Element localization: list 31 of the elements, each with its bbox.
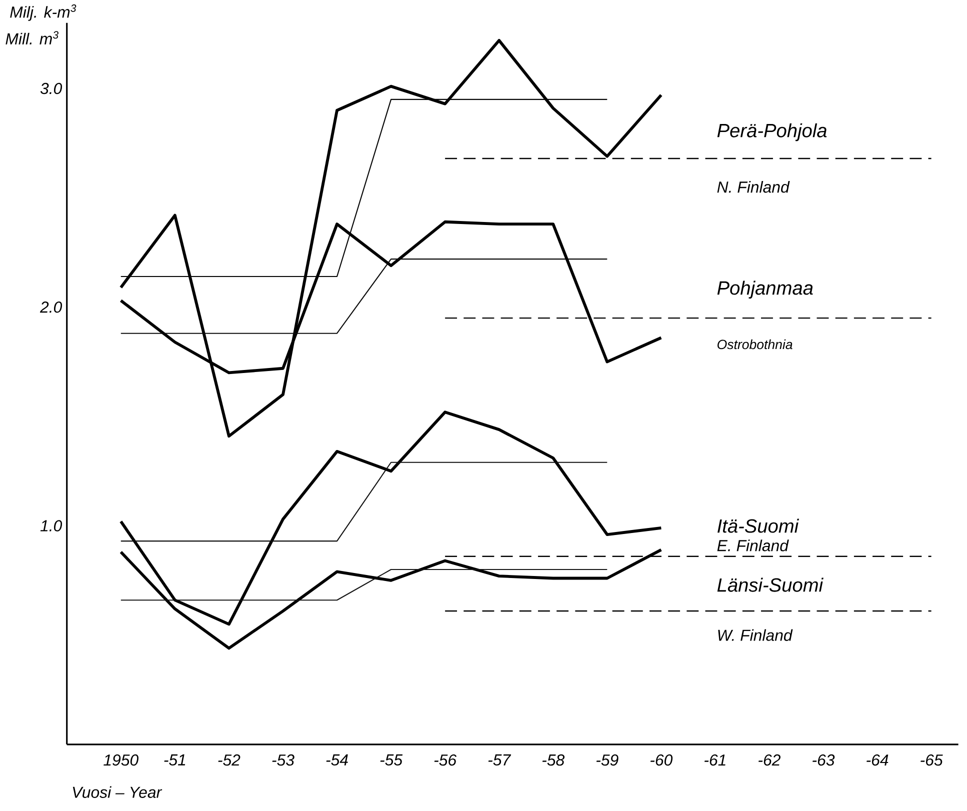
line-series [119, 410, 663, 626]
annotation: E. Finland [717, 540, 789, 552]
x-tick-label: -54 [326, 754, 348, 766]
annotation: N. Finland [717, 181, 790, 193]
x-tick-label: -60 [650, 754, 673, 766]
x-tick-label: -64 [866, 754, 888, 766]
y-tick-label: 3.0 [40, 83, 62, 94]
annotation: Ostrobothnia [718, 340, 792, 350]
x-tick-label: 1950 [104, 754, 138, 766]
x-axis-title: Vuosi – Year [72, 786, 162, 798]
y-tick-label: 2.0 [40, 302, 62, 314]
annotation: Pohjanmaa [717, 280, 813, 299]
x-tick-label: -57 [488, 754, 512, 766]
annotation: Länsi-Suomi [717, 578, 824, 592]
y-tick-label: 1.0 [40, 520, 62, 532]
x-tick-label: -59 [596, 754, 618, 766]
x-tick-label: -52 [218, 754, 240, 766]
x-tick-label: -58 [542, 754, 565, 766]
x-tick-label: -61 [704, 754, 726, 766]
annotation: Itä-Suomi [718, 519, 800, 534]
annotation: W. Finland [718, 629, 793, 642]
x-tick-label: -65 [920, 754, 943, 766]
text: Mill. m$^{3}$ [6, 31, 58, 45]
annotation: Perä-Pohjola [717, 124, 827, 142]
x-tick-label: -56 [434, 754, 457, 766]
x-tick-label: -62 [758, 754, 780, 766]
x-tick-label: -51 [164, 754, 186, 766]
x-tick-label: -63 [812, 754, 835, 766]
x-tick-label: -55 [380, 754, 403, 766]
y-axis-title: Milj. k-m$^{3}$ [10, 4, 76, 22]
x-tick-label: -53 [272, 754, 294, 766]
